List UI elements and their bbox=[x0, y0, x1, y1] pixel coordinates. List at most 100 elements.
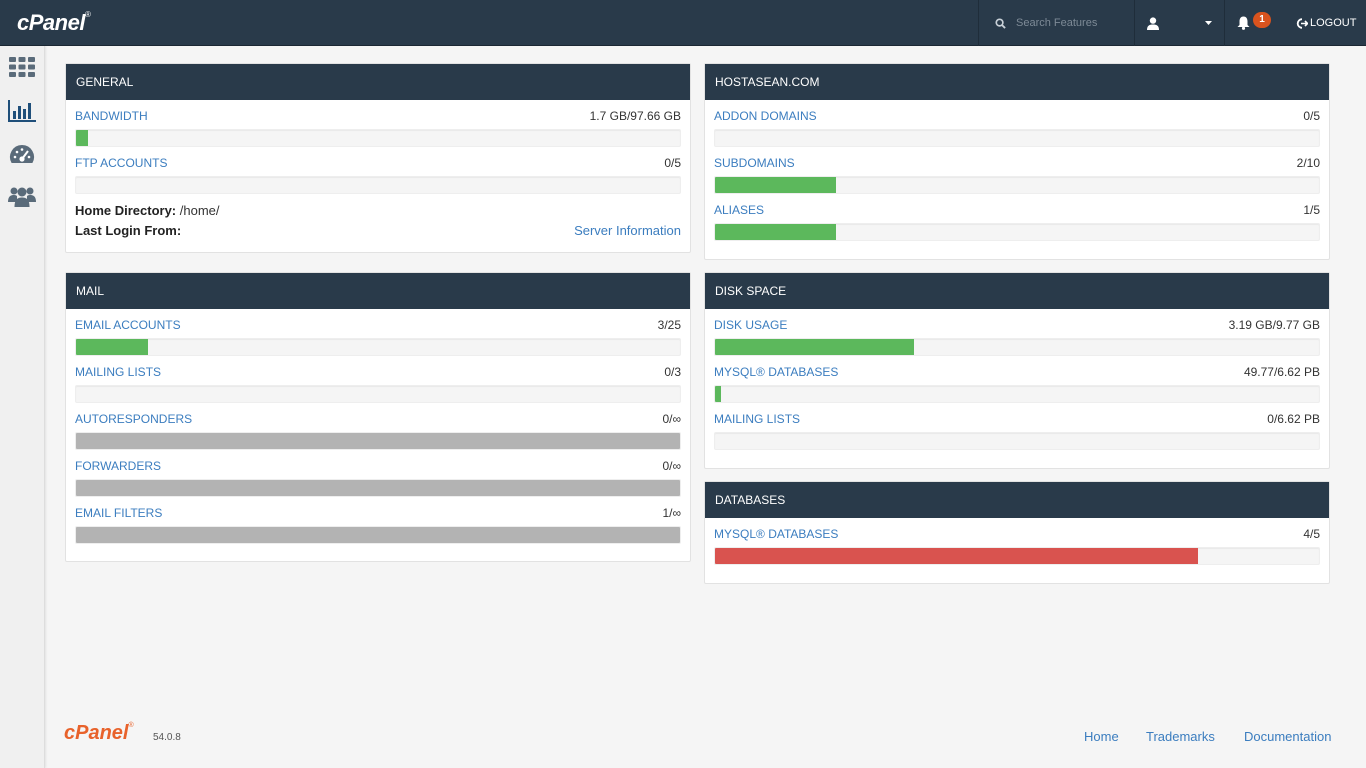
databases-panel: DATABASES MYSQL® DATABASES 4/5 bbox=[704, 481, 1330, 584]
stat-value: 0/5 bbox=[664, 156, 681, 170]
general-panel: GENERAL BANDWIDTH 1.7 GB/97.66 GB FTP AC… bbox=[65, 63, 691, 253]
search-features bbox=[978, 0, 1135, 46]
sidebar bbox=[0, 46, 45, 768]
stat-value: 49.77/6.62 PB bbox=[1243, 365, 1320, 379]
bell-icon bbox=[1237, 16, 1250, 30]
progress-fill bbox=[76, 433, 680, 449]
user-icon bbox=[1147, 16, 1159, 30]
progress-fill bbox=[715, 177, 836, 193]
search-input[interactable] bbox=[1016, 17, 1126, 29]
stat-mysql-databases-disk: MYSQL® DATABASES 49.77/6.62 PB bbox=[705, 356, 1329, 403]
stat-value: 0/∞ bbox=[662, 412, 681, 426]
server-information-link[interactable]: Server Information bbox=[574, 223, 681, 238]
panel-title: DISK SPACE bbox=[705, 273, 1329, 309]
progress-bar bbox=[714, 223, 1320, 241]
footer-link-documentation[interactable]: Documentation bbox=[1244, 729, 1332, 744]
stat-value: 0/5 bbox=[1303, 109, 1320, 123]
progress-bar bbox=[75, 176, 681, 194]
user-menu[interactable] bbox=[1135, 0, 1225, 46]
stat-label[interactable]: SUBDOMAINS bbox=[714, 156, 795, 170]
stat-autoresponders: AUTORESPONDERS 0/∞ bbox=[66, 403, 690, 450]
stat-mailing-lists-disk: MAILING LISTS 0/6.62 PB bbox=[705, 403, 1329, 450]
stat-label[interactable]: MYSQL® DATABASES bbox=[714, 365, 839, 379]
progress-bar bbox=[75, 479, 681, 497]
home-directory-row: Home Directory: /home/ bbox=[75, 203, 681, 218]
dashboard-icon[interactable] bbox=[8, 141, 36, 169]
stat-label[interactable]: MAILING LISTS bbox=[75, 365, 162, 379]
panel-title: MAIL bbox=[66, 273, 690, 309]
progress-fill bbox=[76, 130, 89, 146]
footer-link-home[interactable]: Home bbox=[1084, 729, 1119, 744]
stat-label[interactable]: ALIASES bbox=[714, 203, 765, 217]
stat-label[interactable]: MAILING LISTS bbox=[714, 412, 801, 426]
progress-bar bbox=[714, 547, 1320, 565]
stats-icon[interactable] bbox=[8, 97, 36, 125]
progress-fill bbox=[715, 224, 836, 240]
search-icon bbox=[995, 17, 1006, 29]
stat-value: 0/3 bbox=[664, 365, 681, 379]
progress-fill bbox=[715, 386, 722, 402]
progress-bar bbox=[75, 526, 681, 544]
progress-bar bbox=[714, 432, 1320, 450]
stat-label[interactable]: FTP ACCOUNTS bbox=[75, 156, 168, 170]
panel-title: GENERAL bbox=[66, 64, 690, 100]
stat-value: 0/6.62 PB bbox=[1267, 412, 1320, 426]
progress-fill bbox=[76, 527, 680, 543]
progress-bar bbox=[714, 176, 1320, 194]
stat-label[interactable]: BANDWIDTH bbox=[75, 109, 148, 123]
stat-value: 1/∞ bbox=[662, 506, 681, 520]
stat-forwarders: FORWARDERS 0/∞ bbox=[66, 450, 690, 497]
panel-title: HOSTASEAN.COM bbox=[705, 64, 1329, 100]
stat-label[interactable]: FORWARDERS bbox=[75, 459, 162, 473]
cpanel-logo[interactable]: cPanel® bbox=[17, 10, 91, 35]
logout-icon bbox=[1296, 17, 1308, 29]
footer-link-trademarks[interactable]: Trademarks bbox=[1146, 729, 1215, 744]
stat-value: 3/25 bbox=[657, 318, 681, 332]
progress-fill bbox=[76, 339, 149, 355]
stat-ftp-accounts: FTP ACCOUNTS 0/5 bbox=[66, 147, 690, 194]
stat-mysql-databases: MYSQL® DATABASES 4/5 bbox=[705, 518, 1329, 565]
users-icon[interactable] bbox=[8, 182, 36, 210]
caret-down-icon bbox=[1205, 21, 1212, 25]
grid-icon[interactable] bbox=[8, 53, 36, 81]
progress-bar bbox=[714, 385, 1320, 403]
stat-label[interactable]: MYSQL® DATABASES bbox=[714, 527, 839, 541]
stat-email-accounts: EMAIL ACCOUNTS 3/25 bbox=[66, 309, 690, 356]
stat-value: 4/5 bbox=[1303, 527, 1320, 541]
home-directory-value: /home/ bbox=[179, 203, 220, 218]
stat-label[interactable]: ADDON DOMAINS bbox=[714, 109, 817, 123]
stat-subdomains: SUBDOMAINS 2/10 bbox=[705, 147, 1329, 194]
stat-value: 1.7 GB/97.66 GB bbox=[589, 109, 681, 123]
last-login-row: Last Login From: Server Information bbox=[75, 223, 681, 238]
progress-fill bbox=[715, 339, 915, 355]
stat-value: 1/5 bbox=[1303, 203, 1320, 217]
stat-value: 3.19 GB/9.77 GB bbox=[1228, 318, 1320, 332]
stat-label[interactable]: DISK USAGE bbox=[714, 318, 788, 332]
stat-email-filters: EMAIL FILTERS 1/∞ bbox=[66, 497, 690, 544]
stat-label[interactable]: AUTORESPONDERS bbox=[75, 412, 193, 426]
panel-title: DATABASES bbox=[705, 482, 1329, 518]
stat-addon-domains: ADDON DOMAINS 0/5 bbox=[705, 100, 1329, 147]
stat-mailing-lists: MAILING LISTS 0/3 bbox=[66, 356, 690, 403]
stat-value: 2/10 bbox=[1296, 156, 1320, 170]
domain-panel: HOSTASEAN.COM ADDON DOMAINS 0/5 SUBDOMAI… bbox=[704, 63, 1330, 260]
logout-label: LOGOUT bbox=[1310, 17, 1357, 29]
stat-label[interactable]: EMAIL FILTERS bbox=[75, 506, 163, 520]
stat-label[interactable]: EMAIL ACCOUNTS bbox=[75, 318, 181, 332]
progress-bar bbox=[75, 129, 681, 147]
progress-bar bbox=[714, 338, 1320, 356]
progress-fill bbox=[76, 480, 680, 496]
stat-disk-usage: DISK USAGE 3.19 GB/9.77 GB bbox=[705, 309, 1329, 356]
logout-button[interactable]: LOGOUT bbox=[1285, 0, 1366, 46]
footer-cpanel-logo: cPanel® bbox=[64, 722, 134, 744]
stat-bandwidth: BANDWIDTH 1.7 GB/97.66 GB bbox=[66, 100, 690, 147]
stat-aliases: ALIASES 1/5 bbox=[705, 194, 1329, 241]
last-login-label: Last Login From: bbox=[75, 223, 182, 238]
notifications-button[interactable]: 1 bbox=[1225, 0, 1285, 46]
disk-space-panel: DISK SPACE DISK USAGE 3.19 GB/9.77 GB MY… bbox=[704, 272, 1330, 469]
progress-bar bbox=[75, 338, 681, 356]
stat-value: 0/∞ bbox=[662, 459, 681, 473]
progress-bar bbox=[75, 432, 681, 450]
notification-badge: 1 bbox=[1253, 12, 1271, 28]
progress-bar bbox=[75, 385, 681, 403]
